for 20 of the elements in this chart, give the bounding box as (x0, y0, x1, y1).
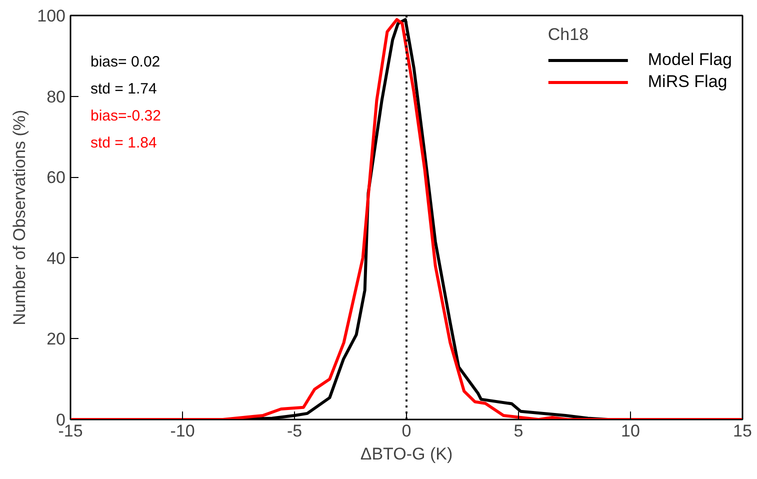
x-tick-label: 5 (514, 422, 524, 440)
legend-title: Ch18 (548, 25, 590, 45)
y-tick-label: 20 (46, 330, 66, 349)
y-axis-title: Number of Observations (%) (10, 110, 30, 326)
annotation: bias= 0.02 (90, 54, 160, 70)
x-tick-label: 10 (621, 422, 640, 440)
annotation: bias=-0.32 (90, 108, 161, 124)
y-tick-label: 80 (46, 87, 66, 106)
y-tick-label: 60 (46, 168, 66, 188)
x-axis-title: ΔBTO-G (K) (360, 444, 453, 464)
x-tick-label: 0 (402, 422, 412, 440)
annotation: std = 1.84 (90, 134, 157, 152)
x-tick-label: -5 (286, 422, 302, 440)
x-tick-label: 15 (733, 422, 752, 440)
annotation: std = 1.74 (90, 80, 157, 98)
y-tick-label: 100 (37, 6, 66, 26)
legend-label: Model Flag (648, 50, 732, 70)
y-tick-label: 40 (46, 248, 66, 268)
legend-label: MiRS Flag (648, 72, 728, 92)
x-tick-label: -10 (170, 422, 195, 440)
